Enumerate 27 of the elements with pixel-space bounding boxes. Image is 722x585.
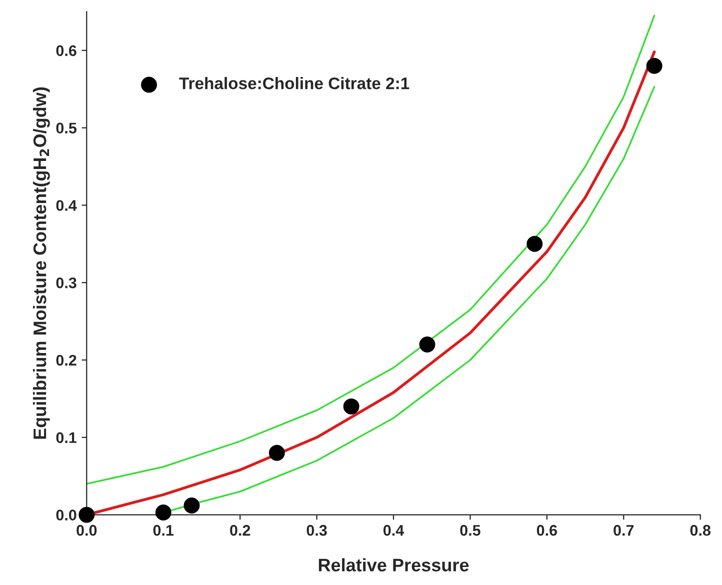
point xyxy=(155,504,172,520)
x-tick-label: 0.7 xyxy=(614,524,634,536)
x-tick-label: 0.8 xyxy=(690,524,710,536)
y-tick-label: 0.3 xyxy=(56,277,76,288)
x-tick-label: 0.6 xyxy=(536,524,557,536)
y-axis-title: Equilibrium Moisture Content(gH$_{2}$O/gdw) xyxy=(32,87,50,439)
x-tick-label: 0.3 xyxy=(306,524,327,536)
y-tick-label: 0.6 xyxy=(56,45,76,56)
y-tick-label: 0.4 xyxy=(56,200,77,211)
point xyxy=(343,398,360,414)
x-tick-label: 0.5 xyxy=(460,524,480,536)
x-tick-label: 0.0 xyxy=(76,524,97,536)
y-tick-label: 0.1 xyxy=(56,432,76,444)
y-tick-label: 0.0 xyxy=(56,510,76,520)
point xyxy=(184,498,200,514)
y-tick-label: 0.5 xyxy=(56,122,76,134)
x-tick-label: 0.1 xyxy=(153,524,174,536)
point xyxy=(526,236,543,252)
x-tick-label: 0.4 xyxy=(383,524,404,536)
point xyxy=(268,444,285,461)
point xyxy=(78,506,95,523)
x-tick-label: 0.2 xyxy=(230,524,250,536)
point xyxy=(419,336,436,352)
point xyxy=(646,58,662,74)
x-axis-title: Relative Pressure xyxy=(318,558,469,572)
y-tick-label: 0.2 xyxy=(56,354,76,366)
legend-label: Trehalose:Choline Citrate 2:1 xyxy=(179,77,410,90)
